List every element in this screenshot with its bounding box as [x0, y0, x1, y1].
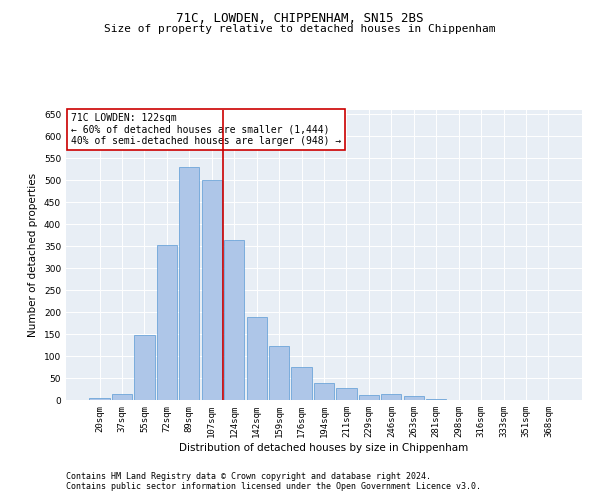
Bar	[337, 388, 356, 400]
Bar	[89, 398, 110, 400]
Text: Contains public sector information licensed under the Open Government Licence v3: Contains public sector information licen…	[66, 482, 481, 491]
Bar	[179, 167, 199, 400]
Bar	[381, 394, 401, 400]
Bar	[247, 318, 267, 400]
Bar	[112, 394, 132, 400]
X-axis label: Distribution of detached houses by size in Chippenham: Distribution of detached houses by size …	[179, 442, 469, 452]
Text: 71C, LOWDEN, CHIPPENHAM, SN15 2BS: 71C, LOWDEN, CHIPPENHAM, SN15 2BS	[176, 12, 424, 26]
Bar	[292, 367, 311, 400]
Bar	[269, 346, 289, 400]
Text: Size of property relative to detached houses in Chippenham: Size of property relative to detached ho…	[104, 24, 496, 34]
Bar	[359, 395, 379, 400]
Bar	[202, 180, 222, 400]
Bar	[426, 399, 446, 400]
Bar	[404, 396, 424, 400]
Y-axis label: Number of detached properties: Number of detached properties	[28, 173, 38, 337]
Bar	[134, 335, 155, 400]
Text: 71C LOWDEN: 122sqm
← 60% of detached houses are smaller (1,444)
40% of semi-deta: 71C LOWDEN: 122sqm ← 60% of detached hou…	[71, 113, 341, 146]
Bar	[224, 240, 244, 400]
Text: Contains HM Land Registry data © Crown copyright and database right 2024.: Contains HM Land Registry data © Crown c…	[66, 472, 431, 481]
Bar	[157, 246, 177, 400]
Bar	[314, 384, 334, 400]
